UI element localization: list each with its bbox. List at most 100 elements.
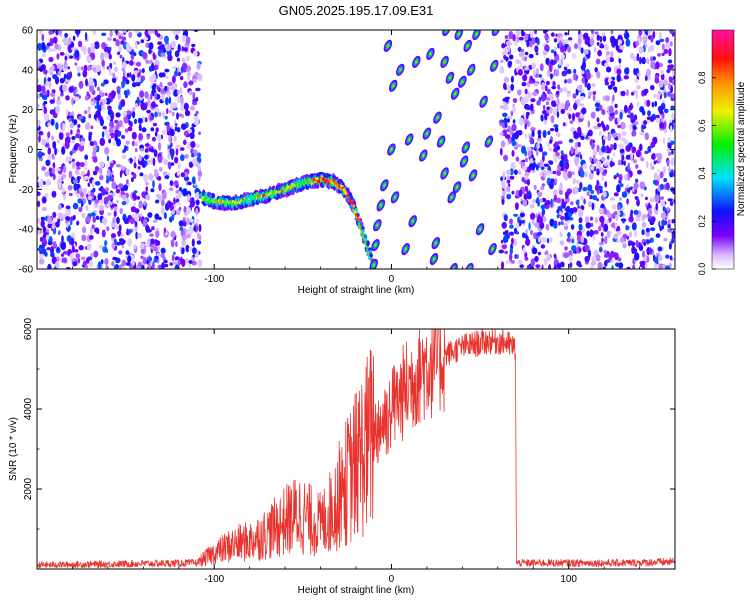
noise-speckle bbox=[106, 168, 111, 177]
noise-speckle bbox=[509, 224, 514, 229]
colorbar-tick-label: 0.0 bbox=[697, 263, 707, 276]
noise-speckle bbox=[73, 89, 76, 97]
noise-speckle bbox=[539, 198, 543, 203]
noise-speckle bbox=[555, 152, 560, 157]
noise-speckle bbox=[632, 187, 635, 192]
noise-speckle bbox=[654, 100, 658, 107]
noise-speckle bbox=[188, 80, 194, 86]
noise-speckle bbox=[44, 193, 49, 198]
noise-speckle bbox=[572, 52, 576, 59]
noise-speckle bbox=[589, 139, 593, 146]
noise-speckle bbox=[610, 222, 617, 229]
noise-speckle bbox=[195, 208, 199, 216]
noise-speckle bbox=[513, 213, 519, 217]
noise-speckle bbox=[57, 204, 62, 211]
noise-speckle bbox=[659, 171, 664, 179]
noise-speckle bbox=[158, 142, 162, 151]
noise-speckle bbox=[64, 55, 68, 61]
noise-speckle bbox=[671, 93, 675, 99]
y-tick-label: 2000 bbox=[23, 477, 34, 500]
noise-speckle bbox=[91, 224, 95, 230]
noise-speckle bbox=[95, 215, 100, 220]
noise-speckle bbox=[72, 35, 76, 41]
noise-speckle bbox=[667, 219, 671, 225]
noise-speckle bbox=[552, 107, 558, 116]
noise-speckle bbox=[102, 246, 108, 253]
noise-speckle bbox=[576, 260, 582, 267]
y-tick-label: 4000 bbox=[23, 397, 34, 420]
noise-speckle bbox=[579, 181, 583, 190]
noise-speckle bbox=[626, 198, 629, 205]
noise-speckle bbox=[556, 171, 561, 176]
noise-speckle bbox=[86, 243, 92, 250]
noise-speckle bbox=[553, 253, 557, 259]
noise-speckle bbox=[507, 125, 511, 131]
noise-speckle bbox=[105, 191, 109, 195]
noise-speckle bbox=[191, 43, 196, 48]
noise-speckle bbox=[73, 96, 80, 102]
noise-speckle bbox=[157, 194, 162, 202]
noise-speckle bbox=[40, 219, 45, 228]
noise-speckle bbox=[149, 59, 153, 65]
noise-speckle bbox=[183, 221, 187, 227]
noise-speckle bbox=[666, 207, 670, 212]
noise-speckle bbox=[604, 62, 609, 68]
noise-speckle bbox=[599, 104, 603, 111]
noise-speckle bbox=[165, 75, 169, 80]
noise-speckle bbox=[116, 199, 119, 204]
noise-speckle bbox=[669, 201, 674, 206]
noise-speckle bbox=[573, 73, 577, 81]
noise-speckle bbox=[37, 60, 41, 68]
noise-speckle bbox=[157, 134, 162, 142]
noise-speckle bbox=[510, 110, 514, 117]
noise-speckle bbox=[170, 231, 176, 238]
noise-speckle bbox=[668, 242, 672, 250]
noise-speckle bbox=[549, 161, 554, 165]
noise-speckle bbox=[193, 78, 198, 83]
noise-speckle bbox=[175, 241, 178, 248]
noise-speckle bbox=[94, 166, 100, 172]
noise-speckle bbox=[188, 90, 193, 96]
noise-speckle bbox=[577, 141, 581, 148]
noise-speckle bbox=[516, 89, 522, 96]
noise-speckle bbox=[87, 190, 91, 196]
noise-speckle bbox=[52, 162, 56, 169]
noise-speckle bbox=[536, 231, 543, 236]
noise-speckle bbox=[556, 263, 562, 269]
noise-speckle bbox=[615, 221, 618, 229]
y-tick-label: 20 bbox=[22, 105, 34, 116]
noise-speckle bbox=[579, 113, 584, 119]
noise-speckle bbox=[47, 240, 53, 246]
noise-speckle bbox=[114, 66, 119, 73]
noise-speckle bbox=[502, 103, 509, 111]
noise-speckle bbox=[516, 35, 520, 43]
noise-speckle bbox=[622, 242, 627, 249]
noise-speckle bbox=[528, 39, 533, 48]
noise-speckle bbox=[119, 54, 123, 59]
noise-speckle bbox=[129, 72, 132, 78]
noise-speckle bbox=[629, 123, 632, 131]
noise-speckle bbox=[138, 133, 144, 141]
noise-speckle bbox=[144, 242, 151, 248]
noise-speckle bbox=[631, 245, 636, 255]
noise-speckle bbox=[126, 45, 130, 51]
spectrogram-marks bbox=[37, 30, 675, 269]
noise-speckle bbox=[83, 175, 90, 180]
noise-speckle bbox=[527, 133, 531, 138]
noise-speckle bbox=[603, 163, 608, 167]
noise-speckle bbox=[69, 151, 73, 156]
noise-speckle bbox=[187, 181, 192, 186]
noise-speckle bbox=[190, 141, 196, 148]
noise-speckle bbox=[584, 255, 590, 262]
noise-speckle bbox=[661, 52, 665, 57]
noise-speckle bbox=[176, 127, 181, 133]
noise-speckle bbox=[646, 58, 650, 65]
noise-speckle bbox=[181, 57, 186, 63]
noise-speckle bbox=[511, 190, 515, 195]
noise-speckle bbox=[121, 67, 125, 72]
noise-speckle bbox=[136, 195, 140, 200]
aliased-blob bbox=[388, 79, 398, 92]
noise-speckle bbox=[644, 43, 648, 48]
noise-speckle bbox=[504, 233, 510, 240]
noise-speckle bbox=[507, 44, 511, 53]
